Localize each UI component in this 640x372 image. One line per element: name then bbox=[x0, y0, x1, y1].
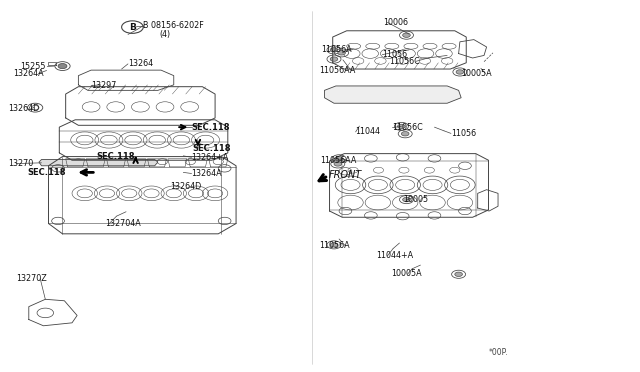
Text: 11056C: 11056C bbox=[388, 57, 419, 66]
Text: B: B bbox=[129, 23, 136, 32]
Text: (4): (4) bbox=[160, 30, 171, 39]
Text: 13264A: 13264A bbox=[191, 169, 222, 178]
Circle shape bbox=[330, 48, 338, 52]
Text: SEC.118: SEC.118 bbox=[28, 168, 66, 177]
Polygon shape bbox=[39, 160, 158, 166]
Text: 13264D: 13264D bbox=[171, 182, 202, 191]
Circle shape bbox=[338, 51, 346, 55]
Circle shape bbox=[397, 124, 405, 129]
Text: SEC.118: SEC.118 bbox=[191, 123, 230, 132]
Text: SEC.118: SEC.118 bbox=[193, 144, 231, 153]
Text: SEC.118: SEC.118 bbox=[96, 153, 134, 161]
Text: 11056AA: 11056AA bbox=[320, 157, 356, 166]
Circle shape bbox=[58, 64, 67, 69]
Text: 11056A: 11056A bbox=[321, 45, 352, 54]
Circle shape bbox=[456, 70, 464, 74]
Text: 13264+A: 13264+A bbox=[191, 153, 229, 162]
Circle shape bbox=[403, 198, 410, 202]
Text: 13264A: 13264A bbox=[13, 69, 44, 78]
Text: 11056: 11056 bbox=[451, 129, 476, 138]
Text: B 08156-6202F: B 08156-6202F bbox=[143, 22, 204, 31]
Text: 10005A: 10005A bbox=[461, 69, 492, 78]
Text: 11056A: 11056A bbox=[319, 241, 349, 250]
Text: 132704A: 132704A bbox=[105, 219, 141, 228]
Text: 15255: 15255 bbox=[20, 62, 45, 71]
Circle shape bbox=[335, 157, 343, 161]
Circle shape bbox=[334, 162, 342, 166]
Circle shape bbox=[330, 57, 338, 61]
Circle shape bbox=[455, 272, 463, 276]
Text: 13264D: 13264D bbox=[8, 104, 40, 113]
Circle shape bbox=[401, 132, 409, 136]
Text: 11056C: 11056C bbox=[392, 123, 423, 132]
Text: 11056AA: 11056AA bbox=[319, 66, 355, 75]
Text: 11044: 11044 bbox=[356, 128, 381, 137]
Text: 11056: 11056 bbox=[382, 50, 408, 59]
Circle shape bbox=[403, 33, 410, 38]
Text: 13297: 13297 bbox=[91, 81, 116, 90]
Text: 10006: 10006 bbox=[383, 18, 408, 27]
Text: FRONT: FRONT bbox=[329, 170, 362, 180]
Text: *00P.: *00P. bbox=[488, 348, 508, 357]
Circle shape bbox=[330, 243, 338, 247]
Text: 13264: 13264 bbox=[128, 60, 153, 68]
Polygon shape bbox=[324, 86, 461, 103]
Text: 13270: 13270 bbox=[8, 159, 34, 168]
Text: 10005: 10005 bbox=[403, 195, 428, 205]
Text: 10005A: 10005A bbox=[391, 269, 422, 278]
Text: 13270Z: 13270Z bbox=[16, 274, 47, 283]
Text: 11044+A: 11044+A bbox=[376, 251, 413, 260]
